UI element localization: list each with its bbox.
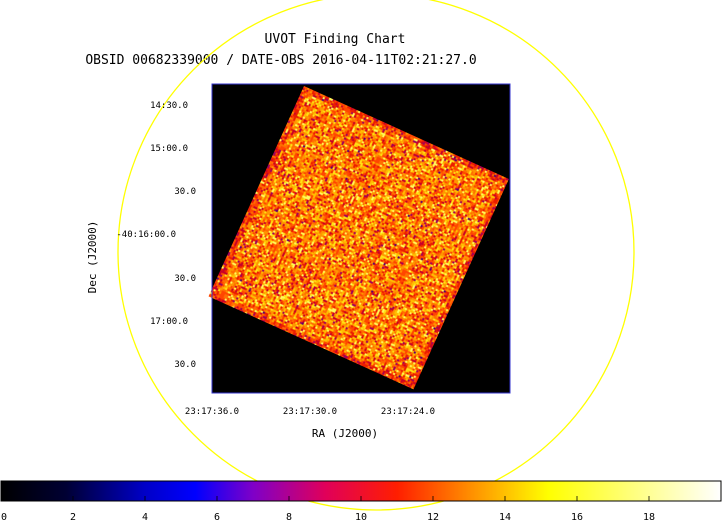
x-axis-label: RA (J2000) — [312, 427, 378, 440]
colorbar-tick-label: 8 — [286, 512, 292, 521]
image-frame — [211, 83, 511, 394]
colorbar-tick-label: 6 — [214, 512, 220, 521]
colorbar-tick-label: 4 — [142, 512, 148, 521]
colorbar-tick-label: 18 — [643, 512, 655, 521]
x-tick-label: 23:17:36.0 — [185, 407, 239, 417]
y-tick-label: -40:16:00.0 — [116, 230, 176, 240]
colorbar-tick-label: 10 — [355, 512, 367, 521]
colorbar-tick-label: 12 — [427, 512, 439, 521]
region-circle — [117, 0, 635, 511]
y-axis-label: Dec (J2000) — [86, 221, 99, 294]
y-tick-label: 30.0 — [174, 360, 196, 370]
colorbar-tick-label: 2 — [70, 512, 76, 521]
y-tick-label: 30.0 — [174, 274, 196, 284]
chart-title: UVOT Finding Chart — [265, 32, 406, 47]
colorbar-tick-label: 16 — [571, 512, 583, 521]
colorbar-tick-label: 14 — [499, 512, 511, 521]
x-tick-label: 23:17:30.0 — [283, 407, 337, 417]
colorbar-tick-label: 0 — [1, 512, 7, 521]
colorbar-ticks: 0 2 4 6 8 10 12 14 16 18 — [0, 496, 655, 521]
y-tick-label: 30.0 — [174, 187, 196, 197]
y-tick-label: 15:00.0 — [150, 144, 188, 154]
y-tick-label: 17:00.0 — [150, 317, 188, 327]
y-tick-label: 14:30.0 — [150, 101, 188, 111]
x-tick-label: 23:17:24.0 — [381, 407, 435, 417]
chart-subtitle: OBSID 00682339000 / DATE-OBS 2016-04-11T… — [85, 53, 476, 68]
